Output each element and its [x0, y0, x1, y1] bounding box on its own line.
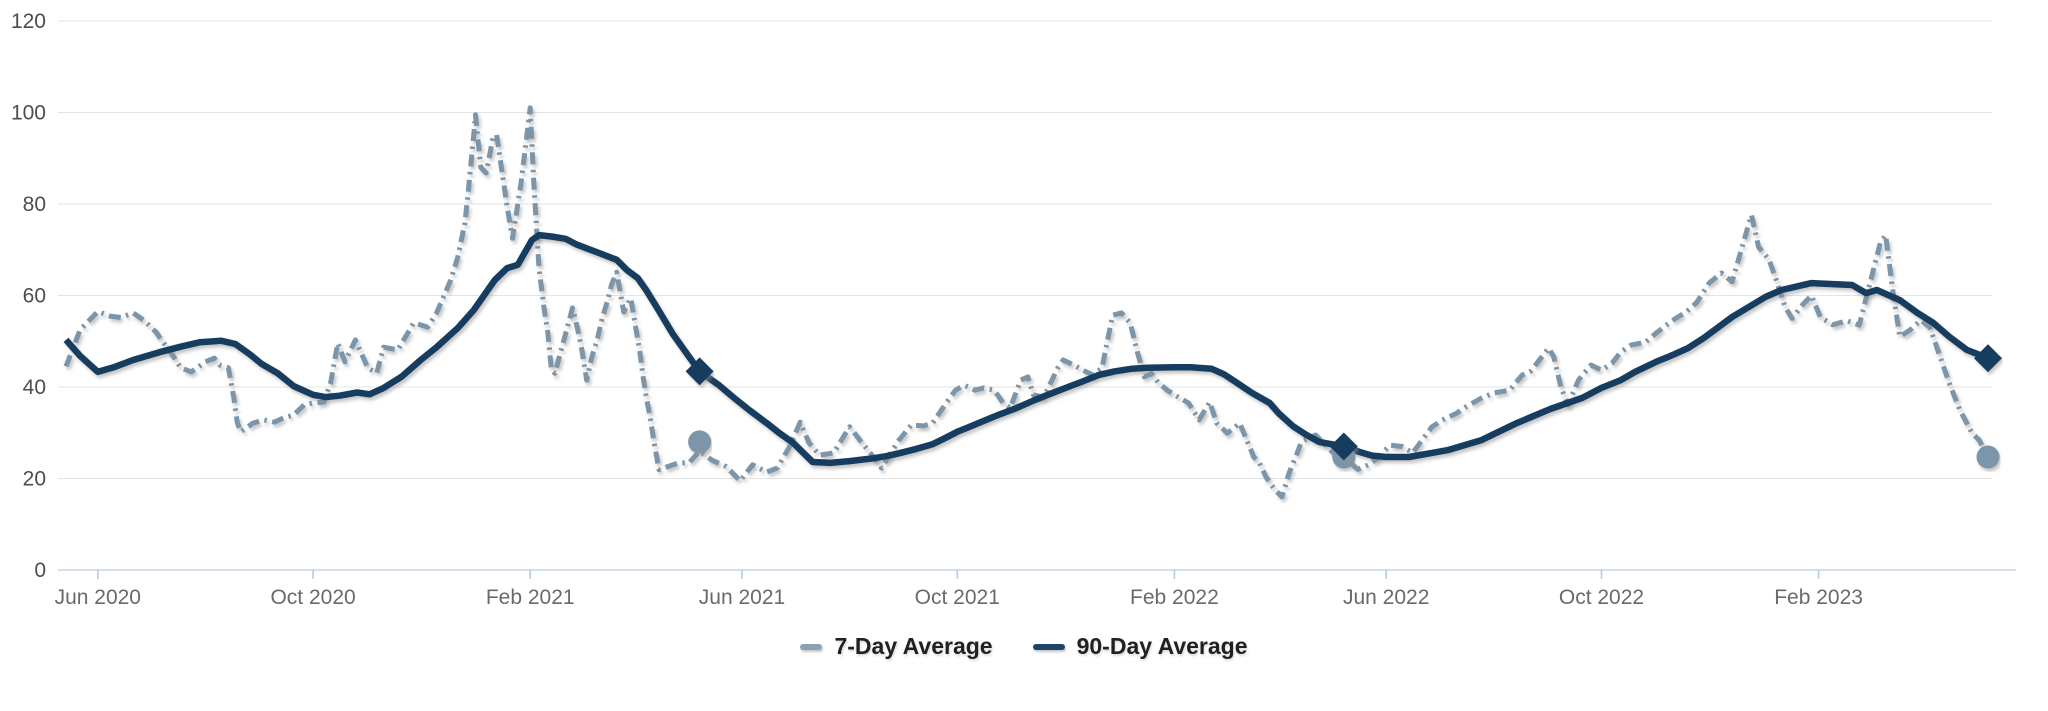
- annual-marker-diamond: [685, 357, 714, 386]
- annual-marker-circle: [688, 430, 712, 454]
- y-axis-label-80: 80: [23, 193, 46, 216]
- annual-marker-circle: [1976, 445, 2000, 469]
- dashed-line-swatch-icon: [800, 643, 823, 650]
- annual-marker-diamond: [1974, 344, 2002, 373]
- legend-label-7-day-average: 7-Day Average: [834, 633, 993, 659]
- y-axis-label-40: 40: [23, 376, 46, 399]
- x-axis-label: Jun 2022: [1343, 586, 1429, 609]
- legend-item-90-day-average: 90-Day Average: [1032, 633, 1248, 660]
- x-axis-label: Feb 2022: [1130, 586, 1219, 609]
- y-axis-label-0: 0: [34, 559, 46, 582]
- annual-marker-diamond: [1329, 432, 1358, 461]
- x-axis-label: Feb 2023: [1774, 586, 1863, 609]
- x-axis-label: Jun 2021: [699, 586, 785, 609]
- x-axis-label: Feb 2021: [486, 586, 575, 609]
- y-axis-label-20: 20: [23, 468, 46, 491]
- legend-label-90-day-average: 90-Day Average: [1076, 633, 1248, 659]
- x-axis-label: Oct 2020: [270, 586, 355, 609]
- x-axis-label: Jun 2020: [55, 586, 141, 609]
- x-axis-label: Oct 2021: [915, 586, 1000, 609]
- chart-legend: 7-Day Average 90-Day Average: [0, 633, 2048, 660]
- y-axis-label-100: 100: [11, 102, 46, 125]
- legend-item-7-day-average: 7-Day Average: [800, 633, 993, 660]
- y-axis-label-60: 60: [23, 285, 46, 308]
- y-axis-label-120: 120: [11, 10, 46, 33]
- series-line-90-day: [63, 231, 1990, 467]
- solid-line-swatch-icon: [1032, 643, 1065, 650]
- series-line-7-day: [63, 105, 1991, 500]
- x-axis-label: Oct 2022: [1559, 586, 1644, 609]
